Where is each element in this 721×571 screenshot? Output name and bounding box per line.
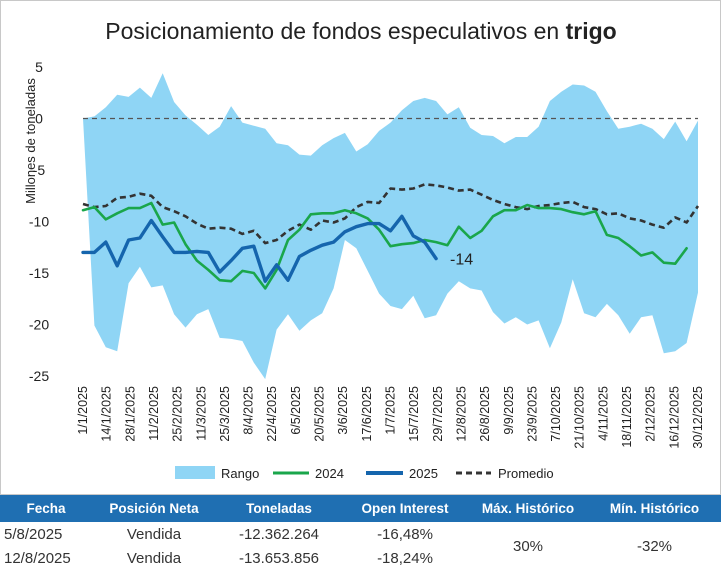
x-tick-label: 16/12/2025 [667,386,681,449]
cell-open-interest: -18,24% [377,549,433,567]
table-row: 12/8/2025 Vendida -13.653.856 -18,24% [0,546,721,570]
legend-label-2024: 2024 [315,466,344,481]
chart-svg: Posicionamiento de fondos especulativos … [23,18,705,481]
cell-fecha: 12/8/2025 [4,549,71,567]
header-max-historico: Máx. Histórico [468,495,588,522]
header-posicion-neta: Posición Neta [92,495,216,522]
header-toneladas: Toneladas [216,495,342,522]
y-tick-label: 5 [35,59,43,75]
chart-frame: Posicionamiento de fondos especulativos … [0,0,721,495]
y-tick-label: 0 [35,111,43,127]
header-fecha: Fecha [0,495,92,522]
legend-swatch-rango [175,466,215,479]
series-line-2025 [81,214,438,283]
table-row: 5/8/2025 Vendida -12.362.264 -16,48% 30%… [0,522,721,555]
cell-fecha: 5/8/2025 [4,525,63,543]
x-tick-label: 26/8/2025 [478,386,492,442]
legend-label-promedio: Promedio [498,466,554,481]
x-tick-label: 23/9/2025 [525,386,539,442]
series-line-promedio [82,183,700,245]
header-open-interest: Open Interest [342,495,468,522]
summary-table: Fecha Posición Neta Toneladas Open Inter… [0,495,721,570]
x-tick-label: 9/9/2025 [502,386,516,435]
table-header-row: Fecha Posición Neta Toneladas Open Inter… [0,495,721,522]
y-tick-label: -20 [29,317,49,333]
cell-posicion: Vendida [126,525,182,543]
cell-posicion: Vendida [126,549,182,567]
x-tick-label: 7/10/2025 [549,386,563,442]
x-tick-label: 6/5/2025 [289,386,303,435]
chart-title: Posicionamiento de fondos especulativos … [105,18,616,44]
x-tick-label: 15/7/2025 [407,386,421,442]
legend-label-rango: Rango [221,466,259,481]
x-tick-label: 1/7/2025 [384,386,398,435]
x-tick-label: 28/1/2025 [123,386,137,442]
x-tick-label: 1/1/2025 [76,386,90,435]
x-tick-label: 14/1/2025 [100,386,114,442]
x-tick-label: 25/2/2025 [171,386,185,442]
x-tick-label: 25/3/2025 [218,386,232,442]
series-line-2024 [81,201,688,290]
cell-max-historico: 30% [512,537,544,555]
x-tick-label: 3/6/2025 [336,386,350,435]
x-tick-label: 18/11/2025 [620,386,634,448]
y-tick-label: -15 [29,265,49,281]
cell-toneladas: -13.653.856 [238,549,320,567]
range-band [83,73,698,380]
x-tick-label: 20/5/2025 [313,386,327,442]
x-tick-label: 4/11/2025 [596,386,610,441]
cell-open-interest: -16,48% [377,525,433,543]
x-tick-label: 22/4/2025 [265,386,279,442]
x-tick-label: 8/4/2025 [242,386,256,435]
x-tick-label: 12/8/2025 [455,386,469,442]
header-min-historico: Mín. Histórico [588,495,721,522]
end-label: -14 [450,252,473,269]
x-tick-label: 11/3/2025 [194,386,208,441]
cell-min-historico: -32% [636,537,673,555]
cell-toneladas: -12.362.264 [238,525,320,543]
x-tick-label: 2/12/2025 [644,386,658,442]
x-tick-label: 30/12/2025 [691,386,705,449]
x-tick-label: 17/6/2025 [360,386,374,442]
x-tick-label: 29/7/2025 [431,386,445,442]
y-tick-label: -10 [29,214,49,230]
y-axis-label: Millones de toneladas [23,78,38,204]
x-tick-label: 21/10/2025 [573,386,587,449]
y-tick-label: -5 [33,162,46,178]
y-tick-label: -25 [29,368,49,384]
legend-label-2025: 2025 [409,466,438,481]
x-tick-label: 11/2/2025 [147,386,161,441]
